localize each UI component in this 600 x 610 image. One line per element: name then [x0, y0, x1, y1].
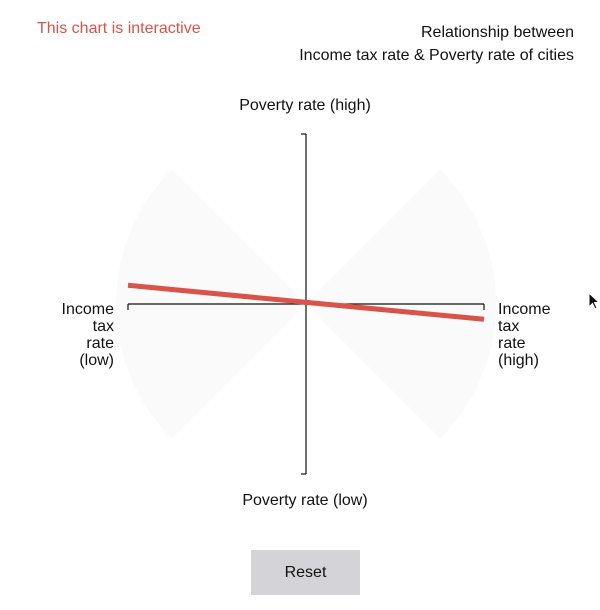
y-axis-label-high: Poverty rate (high) [239, 97, 371, 114]
x-axis-label-low-line-2: tax [92, 318, 114, 335]
x-axis-label-low-line-4: (low) [79, 352, 114, 369]
interactive-note: This chart is interactive [37, 20, 201, 37]
reset-button[interactable]: Reset [251, 550, 360, 595]
x-axis-label-low: Income tax rate (low) [30, 301, 114, 369]
y-axis-label-low: Poverty rate (low) [242, 492, 368, 509]
x-axis-label-low-line-1: Income [61, 301, 114, 318]
x-axis-label-high-line-2: tax [498, 318, 520, 335]
chart-title-line-2: Income tax rate & Poverty rate of cities [299, 47, 574, 64]
chart-title: Relationship between Income tax rate & P… [234, 21, 574, 67]
x-axis-label-low-line-3: rate [86, 335, 114, 352]
series-layer[interactable] [127, 282, 485, 322]
x-axis-label-high-line-3: rate [498, 335, 526, 352]
trend-line[interactable] [127, 282, 485, 322]
x-axis-label-high-line-4: (high) [498, 352, 539, 369]
x-axis-label-high-line-1: Income [498, 301, 551, 318]
arrow-cursor-icon [588, 292, 600, 310]
x-axis-label-high: Income tax rate (high) [498, 301, 582, 369]
chart-title-line-1: Relationship between [421, 24, 574, 41]
